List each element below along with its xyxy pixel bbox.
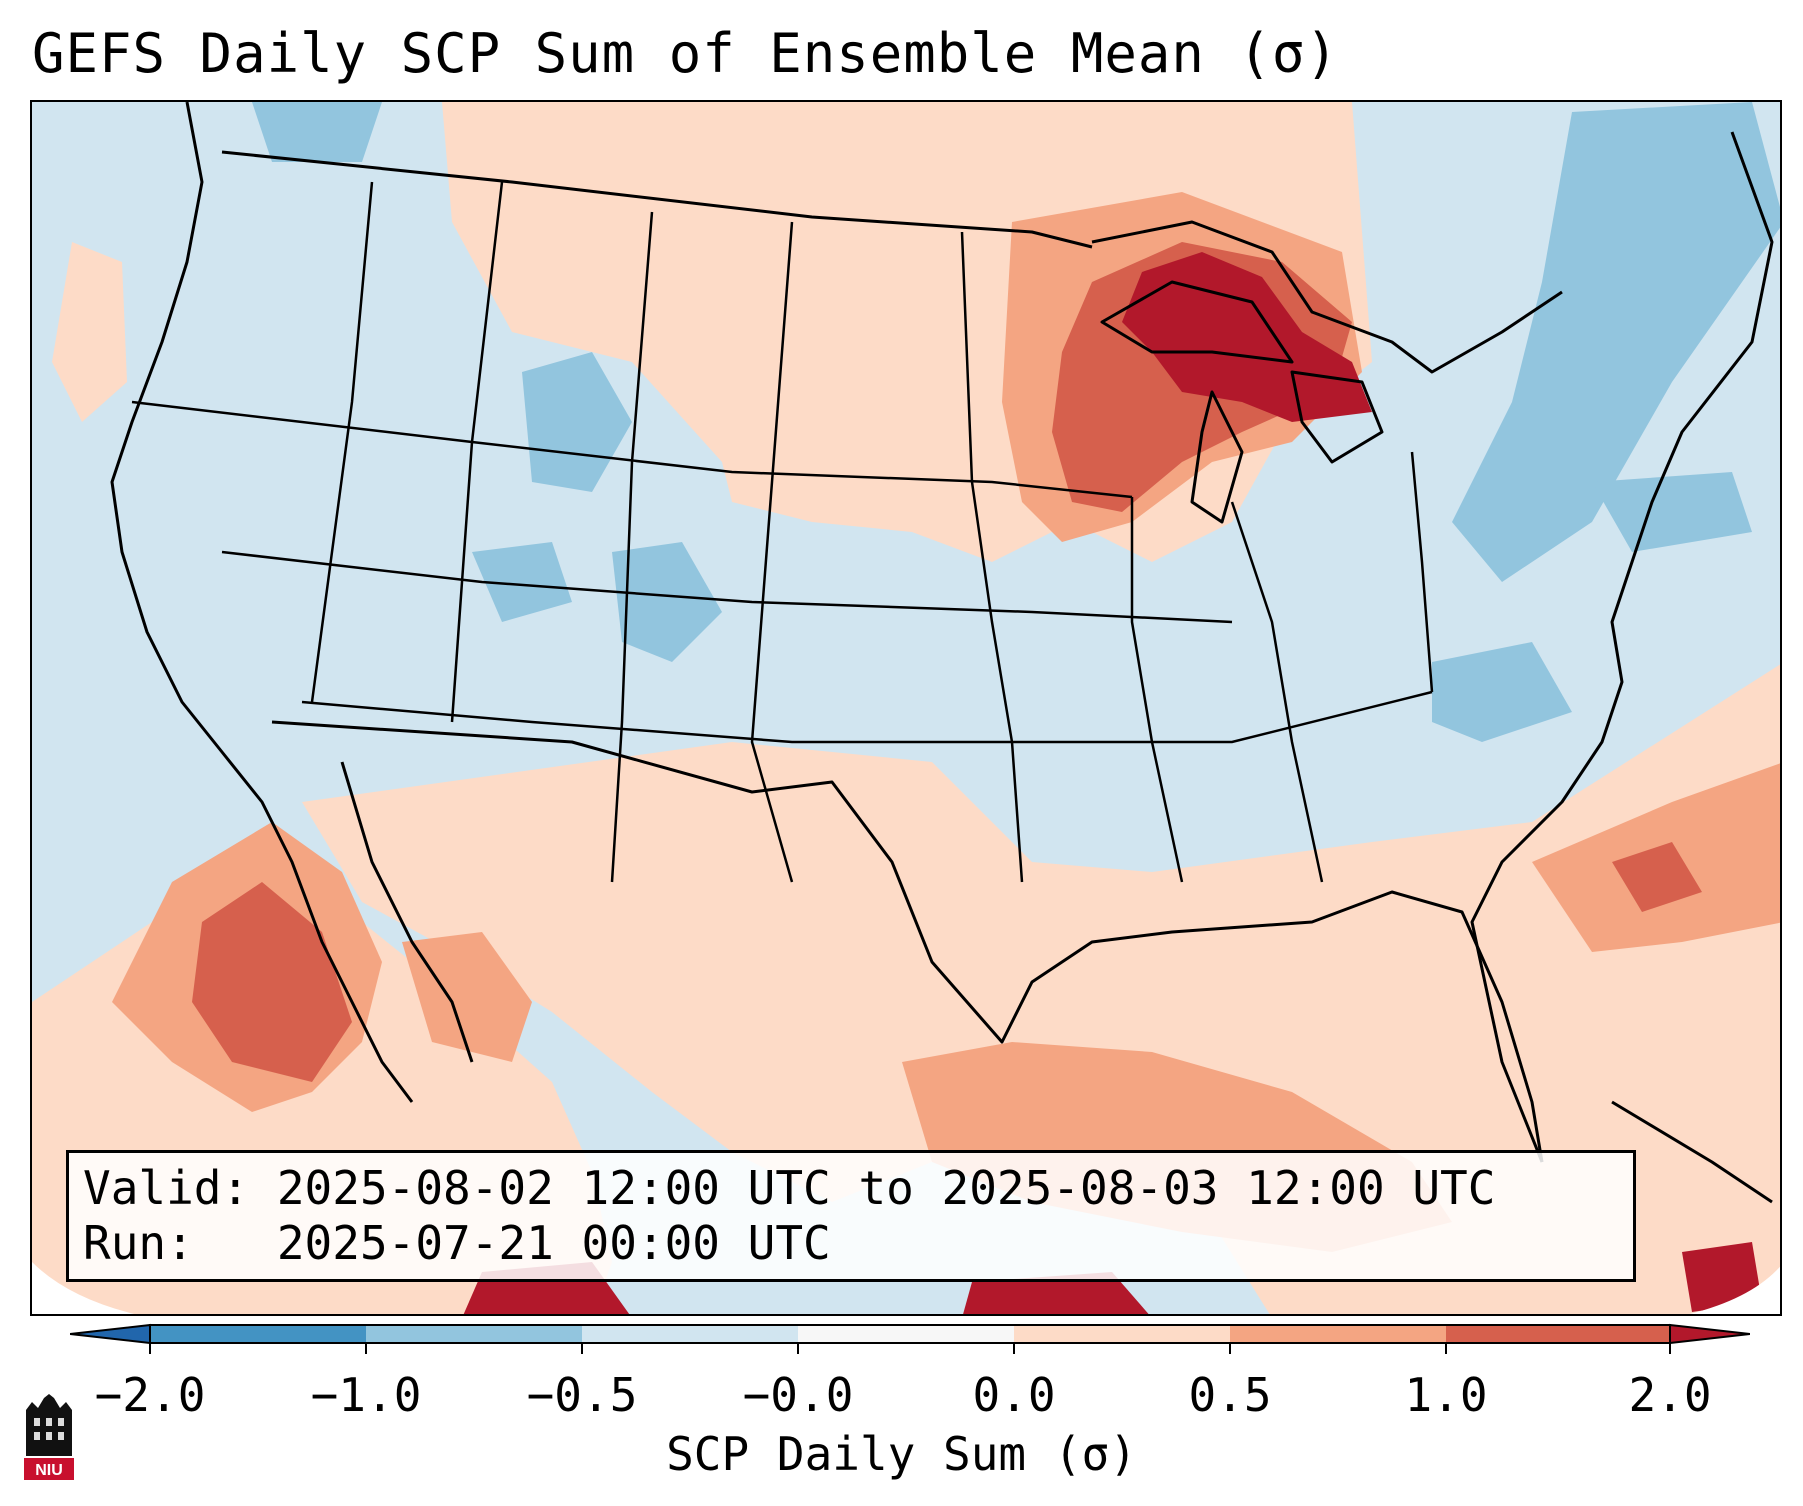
tick-label: −0.5 <box>526 1368 638 1422</box>
atlantic-coastline <box>1470 131 1774 1163</box>
colorbar <box>70 1323 1750 1354</box>
logo-badge <box>24 1458 74 1480</box>
state-border-row-3 <box>301 690 1433 744</box>
info-box: Valid: 2025-08-02 12:00 UTC to 2025-08-0… <box>66 1150 1636 1282</box>
state-border-column-5 <box>960 231 1024 883</box>
tick-label: −2.0 <box>94 1368 206 1422</box>
colorbar-segment-4 <box>798 1325 1014 1343</box>
state-border-column-4 <box>750 221 794 883</box>
negative-region-utah <box>472 542 572 622</box>
southern-border-gulf-coast <box>271 720 1544 1163</box>
map-panel <box>30 100 1782 1316</box>
colorbar-over-arrow <box>1669 1323 1750 1345</box>
positive-region-pacific-north <box>52 242 127 422</box>
state-border-column-6 <box>1130 497 1184 883</box>
baja-peninsula <box>340 761 474 1063</box>
out-of-domain-left <box>32 1262 135 1314</box>
negative-region-colorado <box>612 542 722 662</box>
colorbar-segment-5 <box>1014 1325 1230 1343</box>
logo-window-icon <box>34 1418 64 1440</box>
strong-region-baja <box>192 882 352 1082</box>
negative-region-pacific-northwest <box>252 102 382 162</box>
geography-outlines <box>110 102 1774 1204</box>
colorbar-segment-7 <box>1446 1325 1670 1343</box>
tick-label: 1.0 <box>1404 1368 1488 1422</box>
negative-region-mid-atlantic <box>1432 642 1572 742</box>
lake-superior <box>1100 280 1294 364</box>
pacific-coastline <box>110 102 414 1103</box>
colorbar-segment-1 <box>150 1325 366 1343</box>
colorbar-ticks <box>149 1343 1671 1354</box>
negative-region-atlantic <box>1592 472 1752 552</box>
tick-label: −0.0 <box>742 1368 854 1422</box>
state-border-column-1 <box>310 181 374 703</box>
colorbar-segment-6 <box>1230 1325 1446 1343</box>
tick-label: 2.0 <box>1628 1368 1712 1422</box>
colorbar-segment-3 <box>582 1325 798 1343</box>
state-border-column-3 <box>610 211 654 883</box>
state-border-row-2 <box>221 550 1233 624</box>
colorbar-segment-2 <box>366 1325 582 1343</box>
moderate-region-mexico <box>402 932 532 1062</box>
great-lakes-border <box>1091 220 1563 374</box>
niu-logo: NIU <box>24 1394 74 1480</box>
lake-michigan <box>1190 390 1244 524</box>
colorbar-label: SCP Daily Sum (σ) <box>666 1427 1137 1481</box>
state-border-row-1 <box>131 400 1133 499</box>
strong-region-atlantic <box>1612 842 1702 912</box>
extreme-region-caribbean <box>963 1272 1149 1314</box>
state-border-column-2 <box>450 181 504 723</box>
tick-label: 0.5 <box>1188 1368 1272 1422</box>
map-title: GEFS Daily SCP Sum of Ensemble Mean (σ) <box>32 22 1339 85</box>
state-border-column-7 <box>1230 501 1324 883</box>
state-borders <box>131 181 1434 883</box>
colorbar-under-arrow <box>70 1323 151 1345</box>
lake-huron <box>1290 370 1384 464</box>
run-time-line: Run: 2025-07-21 00:00 UTC <box>83 1216 831 1270</box>
extreme-region-lake-superior <box>1122 252 1372 422</box>
canada-border <box>221 150 1093 249</box>
colorbar-outline <box>149 1324 1671 1344</box>
valid-time-line: Valid: 2025-08-02 12:00 UTC to 2025-08-0… <box>83 1161 1496 1215</box>
state-border-column-8 <box>1410 451 1434 693</box>
map-canvas <box>32 102 1780 1314</box>
tick-label: 0.0 <box>972 1368 1056 1422</box>
extreme-region-atlantic-south <box>1682 1242 1762 1312</box>
tick-label: −1.0 <box>310 1368 422 1422</box>
logo-text: NIU <box>35 1462 63 1479</box>
out-of-domain-right <box>1689 1266 1780 1314</box>
caribbean-islands <box>1611 1100 1773 1204</box>
negative-region-northeast <box>1452 102 1780 582</box>
